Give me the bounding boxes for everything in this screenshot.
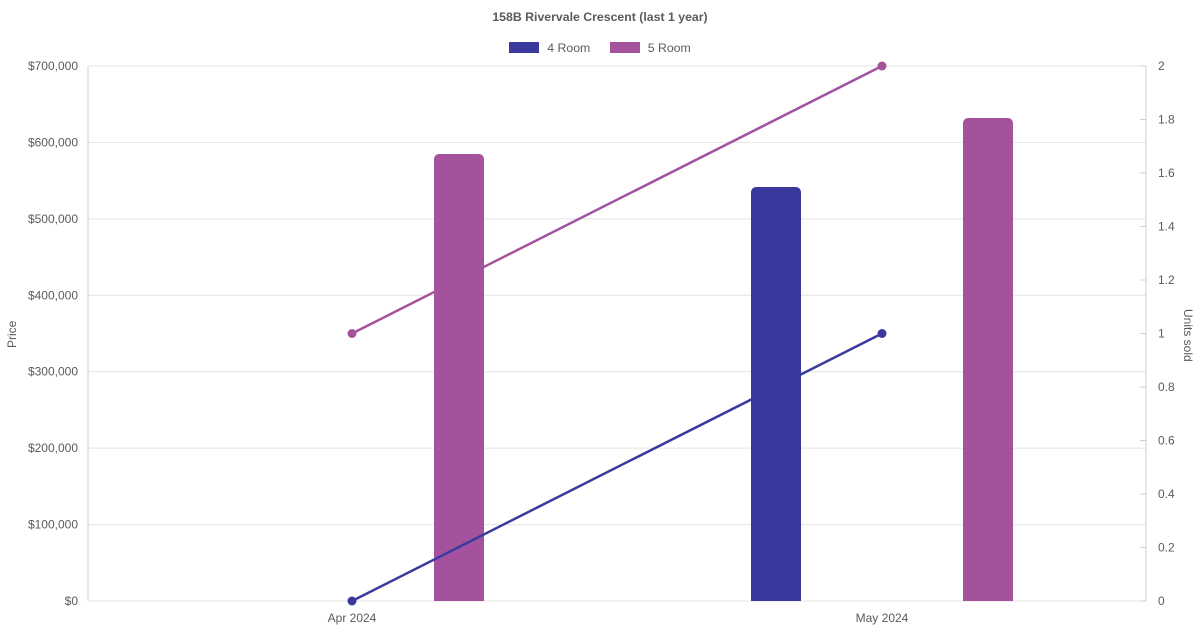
svg-text:0.2: 0.2 [1158, 541, 1175, 555]
svg-text:1: 1 [1158, 327, 1165, 341]
svg-text:$200,000: $200,000 [28, 441, 78, 455]
svg-text:0.6: 0.6 [1158, 434, 1175, 448]
svg-text:$100,000: $100,000 [28, 518, 78, 532]
svg-text:$300,000: $300,000 [28, 365, 78, 379]
svg-text:2: 2 [1158, 59, 1165, 73]
svg-text:0.4: 0.4 [1158, 487, 1175, 501]
svg-text:1.2: 1.2 [1158, 273, 1175, 287]
svg-text:$600,000: $600,000 [28, 135, 78, 149]
svg-text:1.8: 1.8 [1158, 113, 1175, 127]
svg-text:0.8: 0.8 [1158, 380, 1175, 394]
svg-text:1.6: 1.6 [1158, 166, 1175, 180]
svg-text:$500,000: $500,000 [28, 212, 78, 226]
svg-text:$400,000: $400,000 [28, 288, 78, 302]
svg-text:May 2024: May 2024 [856, 611, 909, 625]
svg-text:$700,000: $700,000 [28, 59, 78, 73]
svg-text:$0: $0 [65, 594, 79, 608]
svg-text:Apr 2024: Apr 2024 [328, 611, 377, 625]
svg-text:0: 0 [1158, 594, 1165, 608]
svg-text:1.4: 1.4 [1158, 220, 1175, 234]
